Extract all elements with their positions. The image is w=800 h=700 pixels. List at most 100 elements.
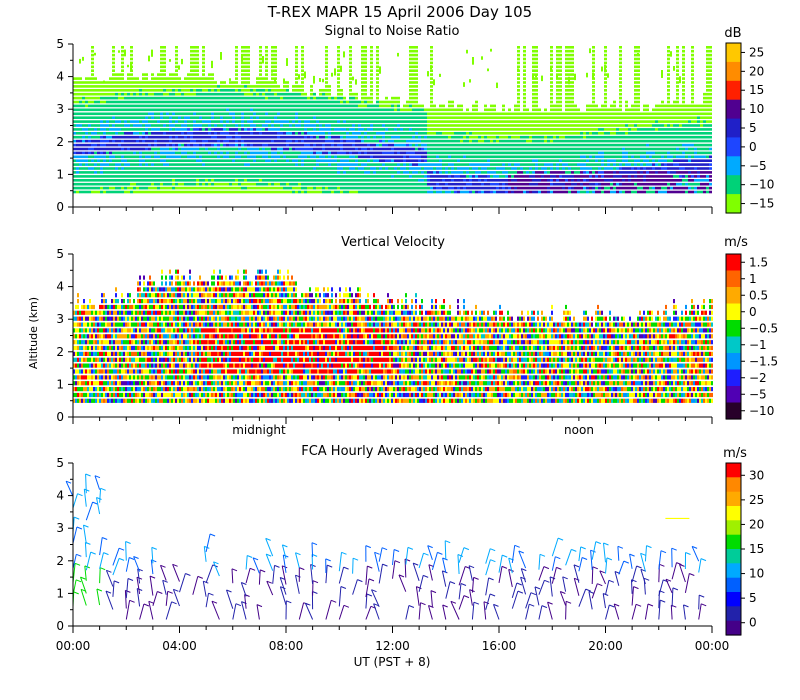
- colorbar-swatch: [726, 563, 741, 579]
- colorbar-label: −1.5: [749, 354, 778, 368]
- x-tick-label: 08:00: [269, 639, 304, 653]
- y-tick-label: 4: [56, 70, 64, 84]
- colorbar-swatch: [726, 477, 741, 493]
- vv-title: Vertical Velocity: [341, 235, 445, 250]
- colorbar-label: 0: [749, 305, 757, 319]
- wind-barbs: [65, 473, 707, 620]
- colorbar-swatch: [726, 606, 741, 622]
- winds-colorbar-unit: m/s: [723, 446, 747, 461]
- colorbar-label: 1.5: [749, 255, 768, 269]
- colorbar-label: 15: [749, 542, 764, 556]
- colorbar-label: 20: [749, 517, 764, 531]
- colorbar-label: 0: [749, 616, 757, 630]
- colorbar-label: −0.5: [749, 321, 778, 335]
- y-tick-label: 5: [56, 37, 64, 51]
- x-axis-label: UT (PST + 8): [354, 655, 431, 669]
- colorbar-swatch: [726, 534, 741, 550]
- vv-colorbar-unit: m/s: [724, 235, 748, 250]
- colorbar-swatch: [726, 520, 741, 536]
- colorbar-swatch: [726, 320, 741, 338]
- colorbar-swatch: [726, 194, 741, 214]
- colorbar-label: 10: [749, 102, 764, 116]
- colorbar-swatch: [726, 61, 741, 82]
- y-tick-label: 3: [56, 312, 64, 326]
- colorbar-label: 25: [749, 45, 764, 59]
- annotation-midnight: midnight: [232, 423, 286, 437]
- colorbar-swatch: [726, 369, 741, 387]
- colorbar-label: 5: [749, 121, 757, 135]
- colorbar-swatch: [726, 620, 741, 636]
- colorbar-swatch: [726, 353, 741, 371]
- y-tick-label: 2: [56, 554, 64, 568]
- colorbar-swatch: [726, 386, 741, 404]
- figure-title: T-REX MAPR 15 April 2006 Day 105: [267, 3, 532, 21]
- colorbar-label: −1: [749, 338, 767, 352]
- colorbar-swatch: [726, 336, 741, 354]
- colorbar-swatch: [726, 463, 741, 478]
- colorbar-label: 15: [749, 83, 764, 97]
- colorbar-swatch: [726, 577, 741, 593]
- colorbar-label: −5: [749, 159, 767, 173]
- x-tick-label: 16:00: [482, 639, 517, 653]
- colorbar-label: 1: [749, 272, 757, 286]
- snr-panel: Signal to Noise Ratio 0 1 2 3 4 5 25 20 15 10 5 0 −…: [56, 24, 774, 214]
- snr-colorbar-unit: dB: [724, 26, 741, 41]
- y-tick-label: 2: [56, 345, 64, 359]
- colorbar-swatch: [726, 43, 741, 63]
- y-tick-label: 4: [56, 489, 64, 503]
- colorbar-label: −10: [749, 404, 774, 418]
- y-tick-label: 3: [56, 102, 64, 116]
- colorbar-label: −10: [749, 178, 774, 192]
- colorbar-label: 0: [749, 140, 757, 154]
- colorbar-swatch: [726, 402, 741, 420]
- vv-axes: 0 1 2 3 4 5: [56, 247, 713, 424]
- colorbar-swatch: [726, 175, 741, 195]
- snr-heatmap: [73, 46, 712, 194]
- colorbar-label: 25: [749, 493, 764, 507]
- y-tick-label: 4: [56, 280, 64, 294]
- colorbar-label: 5: [749, 591, 757, 605]
- colorbar-swatch: [726, 549, 741, 564]
- y-tick-label: 5: [56, 456, 64, 470]
- colorbar-swatch: [726, 254, 741, 272]
- colorbar-swatch: [726, 287, 741, 305]
- colorbar-label: −15: [749, 197, 774, 211]
- colorbar-label: −2: [749, 371, 767, 385]
- winds-title: FCA Hourly Averaged Winds: [301, 444, 483, 459]
- x-tick-label: 00:00: [695, 639, 730, 653]
- x-tick-label: 20:00: [588, 639, 623, 653]
- vv-panel: Vertical Velocity 0 1 2 3 4 5 1.5 1 0.5 0 −0.5 −1 −…: [27, 235, 778, 437]
- y-tick-label: 0: [56, 410, 64, 424]
- colorbar-swatch: [726, 303, 741, 321]
- y-tick-label: 2: [56, 135, 64, 149]
- colorbar-label: −5: [749, 387, 767, 401]
- y-tick-label: 1: [56, 377, 64, 391]
- y-tick-label: 1: [56, 167, 64, 181]
- colorbar-swatch: [726, 506, 741, 521]
- snr-colorbar: 25 20 15 10 5 0 −5 −10 −15: [725, 42, 774, 214]
- colorbar-swatch: [726, 118, 741, 139]
- y-tick-label: 0: [56, 200, 64, 214]
- x-tick-label: 12:00: [375, 639, 410, 653]
- snr-title: Signal to Noise Ratio: [325, 24, 460, 39]
- y-tick-label: 5: [56, 247, 64, 261]
- colorbar-swatch: [726, 491, 741, 507]
- colorbar-label: 10: [749, 567, 764, 581]
- vv-heatmap: [73, 269, 713, 403]
- x-tick-label: 00:00: [56, 639, 91, 653]
- winds-axes: 0 1 2 3 4 5 00:00 04:00 08:00 12:00 16:00 20:00 00:0…: [56, 456, 730, 653]
- colorbar-swatch: [726, 137, 741, 157]
- winds-colorbar: 30 25 20 15 10 5 0: [725, 462, 764, 636]
- colorbar-label: 0.5: [749, 288, 768, 302]
- colorbar-swatch: [726, 80, 741, 101]
- winds-panel: FCA Hourly Averaged Winds 0 1 2 3 4 5 00:00 04:…: [56, 444, 765, 669]
- y-tick-label: 1: [56, 586, 64, 600]
- vv-ylabel: Altitude (km): [27, 297, 40, 369]
- snr-axes: 0 1 2 3 4 5: [56, 37, 713, 214]
- colorbar-swatch: [726, 99, 741, 120]
- colorbar-label: 20: [749, 64, 764, 78]
- colorbar-swatch: [726, 156, 741, 176]
- y-tick-label: 0: [56, 619, 64, 633]
- colorbar-label: 30: [749, 468, 764, 482]
